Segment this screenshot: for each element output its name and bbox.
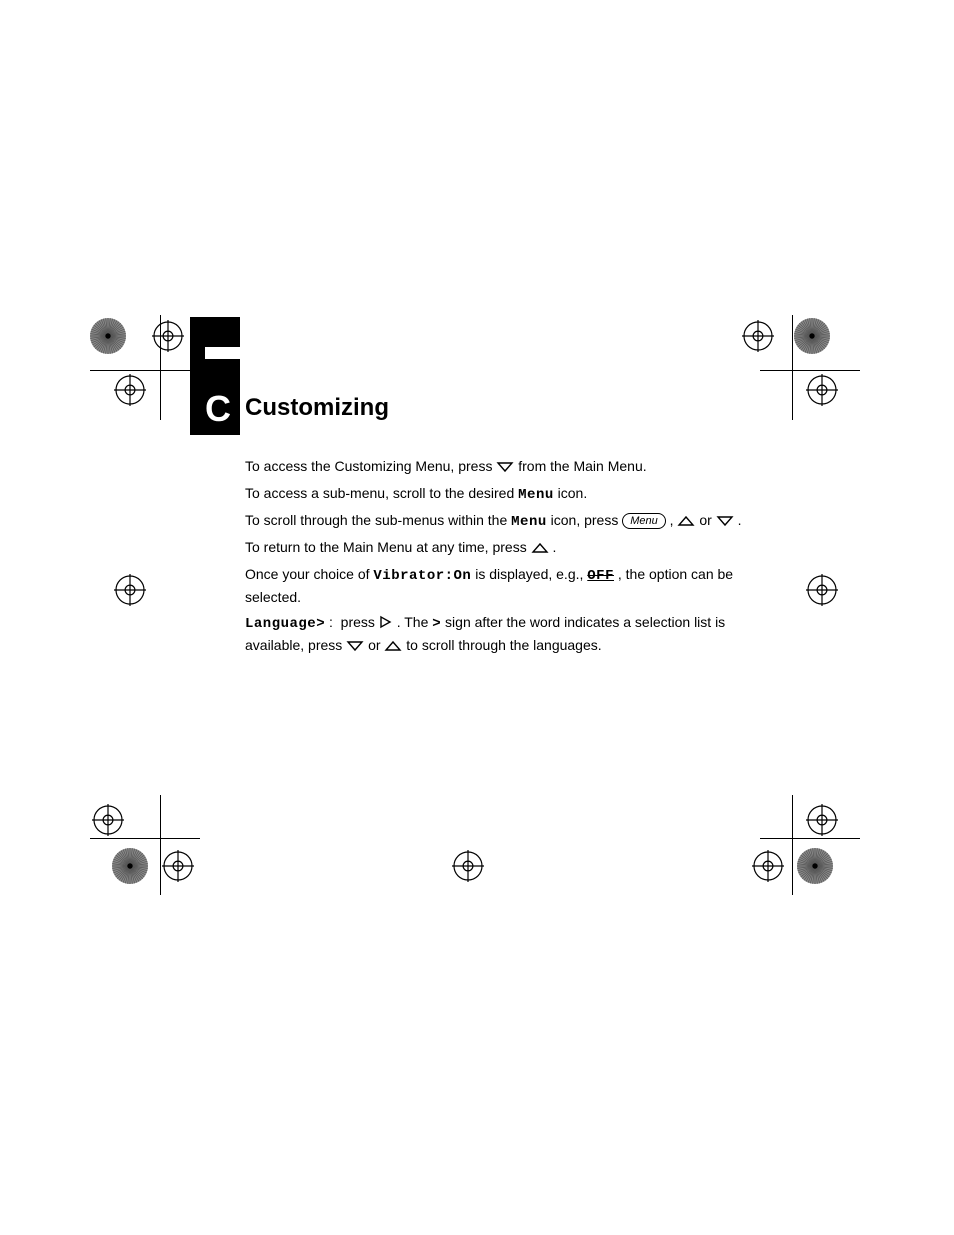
lcd-gt: >: [432, 616, 441, 632]
registration-mark: [806, 804, 838, 836]
registration-mark: [162, 850, 194, 882]
registration-line: [160, 315, 161, 420]
text: to scroll through the languages.: [406, 637, 601, 653]
registration-line: [160, 795, 161, 895]
text: icon, press: [551, 512, 623, 528]
text: is displayed, e.g.,: [475, 566, 587, 582]
triangle-up-icon: [531, 539, 549, 560]
registration-mark: [792, 316, 832, 356]
registration-mark: [742, 320, 774, 352]
para-4: To return to the Main Menu at any time, …: [245, 537, 765, 560]
text: from the Main Menu.: [518, 458, 646, 474]
registration-mark: [452, 850, 484, 882]
registration-line: [792, 795, 793, 895]
registration-line: [792, 315, 793, 420]
registration-line: [760, 838, 860, 839]
text: icon.: [558, 485, 588, 501]
triangle-down-icon: [496, 458, 514, 479]
text: To scroll through the sub-menus within t…: [245, 512, 511, 528]
triangle-up-icon: [677, 512, 695, 533]
para-2: To access a sub-menu, scroll to the desi…: [245, 483, 765, 506]
registration-mark: [152, 320, 184, 352]
para-6: Language> : press . The > sign after the…: [245, 612, 765, 658]
registration-line: [90, 370, 200, 371]
para-3: To scroll through the sub-menus within t…: [245, 510, 765, 533]
text: . The: [397, 614, 433, 630]
menu-button-icon: Menu: [622, 513, 666, 529]
text: ,: [670, 512, 678, 528]
registration-mark: [795, 846, 835, 886]
text: .: [552, 539, 556, 555]
chapter-title: Customizing: [245, 390, 765, 426]
triangle-right-icon: [379, 614, 393, 635]
text: To return to the Main Menu at any time, …: [245, 539, 531, 555]
registration-mark: [88, 316, 128, 356]
registration-mark: [806, 574, 838, 606]
text: : press: [329, 614, 379, 630]
triangle-down-icon: [716, 512, 734, 533]
text: or: [368, 637, 384, 653]
triangle-down-icon: [346, 637, 364, 658]
lcd-menu: Menu: [511, 514, 547, 530]
triangle-up-icon: [384, 637, 402, 658]
chapter-letter: C: [200, 388, 236, 430]
registration-line: [760, 370, 860, 371]
registration-mark: [114, 574, 146, 606]
text: To access a sub-menu, scroll to the desi…: [245, 485, 518, 501]
text: .: [738, 512, 742, 528]
text: Once your choice of: [245, 566, 373, 582]
lcd-menu: Menu: [518, 487, 554, 503]
lcd-vibrator: Vibrator:On: [373, 568, 471, 584]
registration-mark: [752, 850, 784, 882]
chapter-tab-notch: [205, 347, 240, 359]
para-5: Once your choice of Vibrator:On is displ…: [245, 564, 765, 608]
lcd-language: Language>: [245, 616, 325, 632]
registration-mark: [110, 846, 150, 886]
registration-mark: [114, 374, 146, 406]
registration-mark: [92, 804, 124, 836]
text: or: [699, 512, 715, 528]
para-1: To access the Customizing Menu, press fr…: [245, 456, 765, 479]
page-content: Customizing To access the Customizing Me…: [245, 390, 765, 662]
text: To access the Customizing Menu, press: [245, 458, 496, 474]
registration-mark: [806, 374, 838, 406]
lcd-off: OFF: [587, 568, 614, 584]
registration-line: [90, 838, 200, 839]
